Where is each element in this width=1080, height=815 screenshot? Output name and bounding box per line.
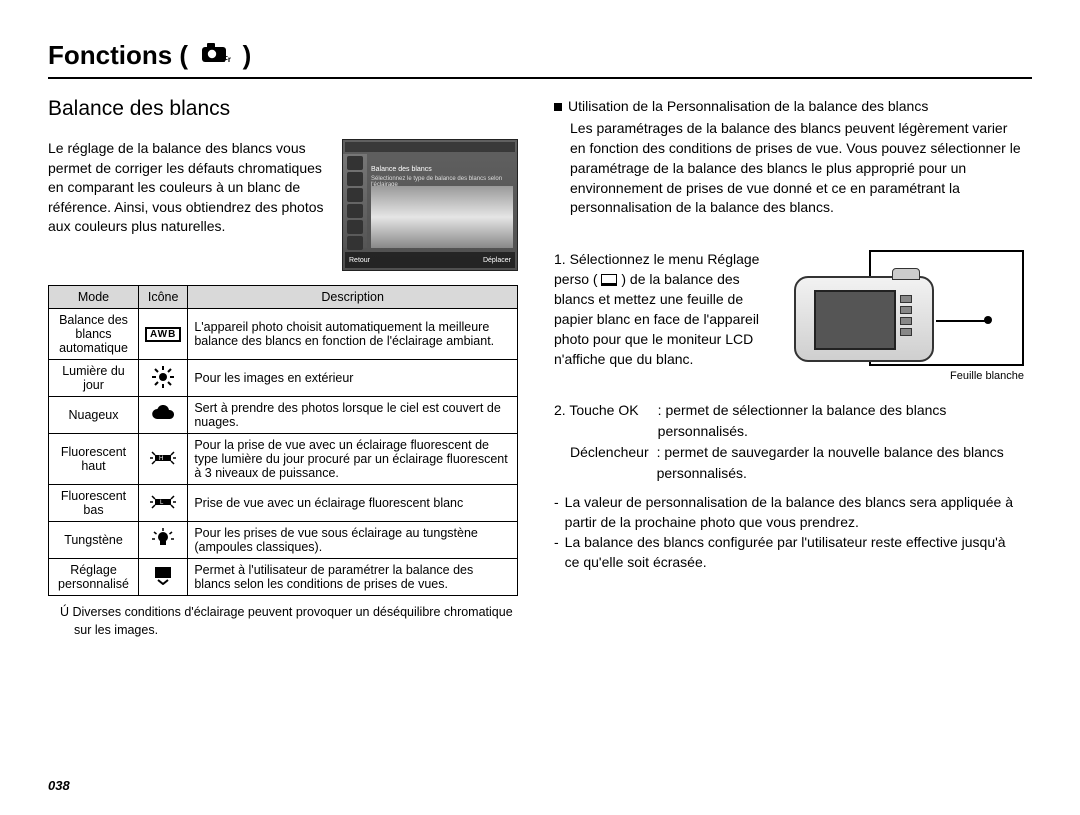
white-balance-table: Mode Icône Description Balance des blanc… xyxy=(48,285,518,596)
lcd-title: Balance des blancs xyxy=(371,166,432,173)
step2-ok-label: 2. Touche OK xyxy=(554,400,650,442)
left-column: Balance des blancs Le réglage de la bala… xyxy=(48,97,518,639)
th-desc: Description xyxy=(188,286,518,309)
custom-wb-inline-icon xyxy=(601,274,617,286)
section-heading: Balance des blancs xyxy=(48,97,518,121)
cloud-icon xyxy=(139,397,188,434)
right-column: Utilisation de la Personnalisation de la… xyxy=(554,97,1024,639)
footnote: Ú Diverses conditions d'éclairage peuven… xyxy=(48,604,518,639)
lcd-back-label: Retour xyxy=(349,257,370,264)
table-row: Fluorescent bas L Prise de vue avec un é… xyxy=(49,485,518,522)
page-number: 038 xyxy=(48,778,70,793)
lcd-move-label: Déplacer xyxy=(483,257,511,264)
dash-item: La balance des blancs configurée par l'u… xyxy=(565,532,1024,573)
page-title: Fonctions ( Fn ) xyxy=(48,40,251,71)
sheet-caption: Feuille blanche xyxy=(950,370,1024,382)
table-row: Fluorescent haut H Pour la prise de vue … xyxy=(49,434,518,485)
table-row: Tungstène Pour les prises de vue sous éc… xyxy=(49,522,518,559)
dash-list: -La valeur de personnalisation de la bal… xyxy=(554,492,1024,573)
lcd-preview: Balance des blancs Sélectionnez le type … xyxy=(342,139,518,271)
table-row: Balance des blancs automatique AWB L'app… xyxy=(49,309,518,360)
step1-text: 1. Sélectionnez le menu Réglage perso ( … xyxy=(554,250,782,369)
table-row: Nuageux Sert à prendre des photos lorsqu… xyxy=(49,397,518,434)
bulb-icon xyxy=(139,522,188,559)
dash-item: La valeur de personnalisation de la bala… xyxy=(565,492,1024,533)
intro-paragraph: Le réglage de la balance des blancs vous… xyxy=(48,139,332,271)
fluorescent-low-icon: L xyxy=(139,485,188,522)
step2-shutter-text: : permet de sauvegarder la nouvelle bala… xyxy=(657,442,1024,484)
bullet-body: Les paramétrages de la balance des blanc… xyxy=(554,119,1024,218)
fluorescent-high-icon: H xyxy=(139,434,188,485)
bullet-title: Utilisation de la Personnalisation de la… xyxy=(568,97,928,117)
svg-text:H: H xyxy=(159,456,163,462)
step2-block: 2. Touche OK : permet de sélectionner la… xyxy=(554,400,1024,484)
custom-wb-icon xyxy=(139,559,188,596)
step2-shutter-label: Déclencheur xyxy=(570,442,649,484)
table-row: Lumière du jour Pour les images en extér… xyxy=(49,360,518,397)
th-icon: Icône xyxy=(139,286,188,309)
manual-page: Fonctions ( Fn ) Balance des blancs Le r… xyxy=(0,0,1080,815)
table-row: Réglage personnalisé Permet à l'utilisat… xyxy=(49,559,518,596)
page-title-row: Fonctions ( Fn ) xyxy=(48,40,1032,79)
th-mode: Mode xyxy=(49,286,139,309)
bullet-square-icon xyxy=(554,103,562,111)
svg-text:Fn: Fn xyxy=(223,55,231,64)
camera-fn-icon: Fn xyxy=(201,40,238,70)
awb-icon: AWB xyxy=(139,309,188,360)
camera-illustration xyxy=(794,276,934,362)
sun-icon xyxy=(139,360,188,397)
step2-ok-text: : permet de sélectionner la balance des … xyxy=(658,400,1024,442)
